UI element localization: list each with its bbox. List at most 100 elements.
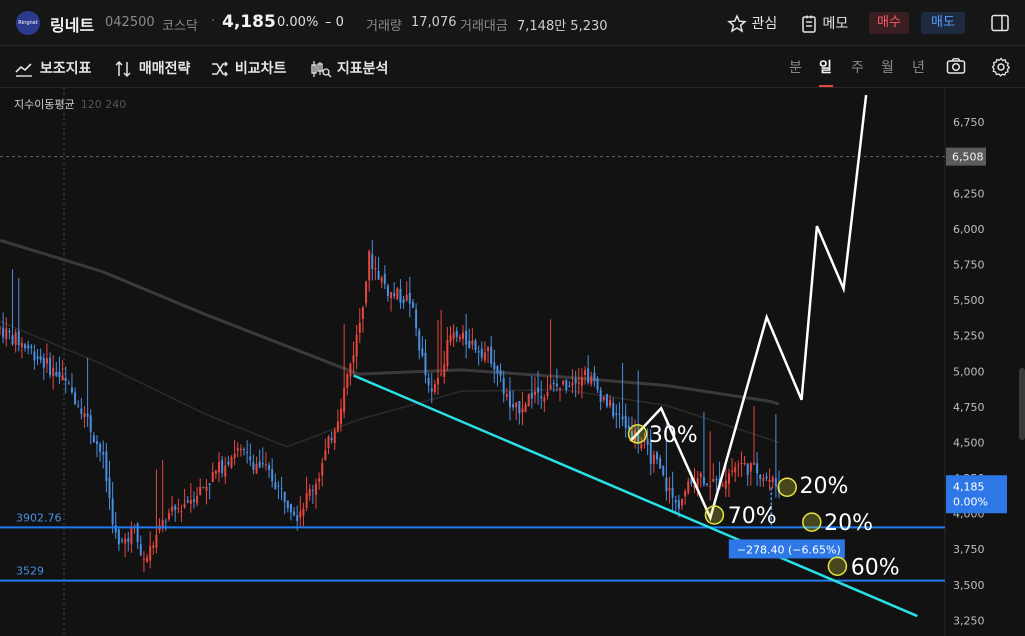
candle-body (89, 415, 92, 432)
candle-body (274, 482, 277, 490)
candle-body (690, 478, 693, 484)
watch-button[interactable]: 관심 (727, 13, 777, 34)
amount-value: 7,148만 5,230 (517, 19, 608, 34)
plot-background (0, 88, 1025, 636)
candle-body (255, 464, 258, 474)
sell-button[interactable]: 매도 (921, 12, 965, 34)
candle-body (571, 382, 574, 386)
candle-body (474, 340, 477, 350)
candle-body (652, 454, 655, 464)
candle-body (674, 500, 677, 503)
price-chart[interactable]: 6,7506,5006,2506,0005,7505,5005,2505,000… (0, 88, 1025, 636)
timeframe-month[interactable]: 월 (881, 60, 894, 76)
candle-body (49, 357, 52, 376)
ma-legend-name: 지수이동평균 (14, 98, 75, 111)
screenshot-button[interactable] (946, 57, 966, 79)
timeframe-minute[interactable]: 분 (789, 60, 802, 76)
candle-body (186, 500, 189, 503)
candle-body (268, 465, 271, 470)
candle-body (246, 451, 249, 454)
candle-body (687, 481, 690, 493)
candle-body (402, 299, 405, 304)
annotation-label: 30% (649, 423, 698, 448)
candle-body (230, 457, 233, 468)
candle-body (649, 442, 652, 465)
candle-body (336, 421, 339, 432)
shuffle-icon (212, 61, 228, 77)
candle-body (490, 346, 493, 364)
candle-body (318, 478, 321, 482)
candle-body (411, 302, 414, 308)
candle-body (299, 511, 302, 518)
candle-body (462, 332, 465, 339)
candlestick-chart[interactable]: 6,7506,5006,2506,0005,7505,5005,2505,000… (0, 88, 1025, 636)
candle-body (752, 462, 755, 465)
settings-button[interactable] (991, 57, 1011, 81)
candle-body (724, 480, 727, 489)
candle-body (621, 416, 624, 420)
candle-body (202, 486, 205, 488)
candle-body (142, 558, 145, 560)
candle-body (264, 464, 267, 466)
target-marker (704, 505, 725, 525)
candle-body (699, 473, 702, 478)
analysis-button[interactable]: 지표분석 (310, 58, 388, 78)
annotation-label: 60% (851, 555, 900, 580)
candle-body (436, 377, 439, 385)
candle-body (433, 384, 436, 393)
indicators-button[interactable]: 보조지표 (15, 58, 91, 78)
candle-body (311, 490, 314, 492)
timeframe-day[interactable]: 일 (819, 60, 832, 76)
chart-scrollbar[interactable] (1019, 368, 1025, 440)
candle-body (540, 396, 543, 399)
candle-body (740, 462, 743, 464)
candle-body (324, 450, 327, 461)
candle-body (289, 503, 292, 513)
buy-button[interactable]: 매수 (869, 12, 909, 34)
candle-body (30, 346, 33, 349)
candle-body (596, 378, 599, 390)
candle-body (221, 460, 224, 473)
candle-body (746, 463, 749, 475)
candle-body (164, 521, 167, 523)
compare-button[interactable]: 비교차트 (210, 58, 286, 78)
candle-body (580, 376, 583, 386)
candle-body (615, 413, 618, 415)
candle-body (305, 493, 308, 508)
measure-box (728, 539, 845, 559)
candle-body (386, 285, 389, 297)
layout-toggle-button[interactable] (990, 13, 1010, 37)
candle-body (499, 370, 502, 376)
volume-label: 거래량 (366, 19, 402, 34)
candle-body (58, 371, 61, 378)
candle-body (314, 483, 317, 495)
candle-body (171, 506, 174, 512)
current-price-label: 4,185 (953, 480, 985, 493)
gear-icon (991, 57, 1011, 77)
candle-body (702, 476, 705, 485)
candle-body (368, 251, 371, 281)
candle-body (477, 351, 480, 353)
candle-body (155, 534, 158, 548)
candle-body (659, 458, 662, 469)
candle-body (546, 391, 549, 396)
candle-body (302, 508, 305, 516)
y-tick-label: 5,750 (953, 258, 985, 271)
memo-button[interactable]: 메모 (800, 13, 848, 34)
timeframe-year[interactable]: 년 (912, 60, 925, 76)
candle-body (383, 274, 386, 284)
candle-body (224, 465, 227, 477)
candle-body (105, 451, 108, 482)
timeframe-week[interactable]: 주 (851, 60, 864, 76)
candle-body (280, 487, 283, 489)
candle-body (249, 456, 252, 461)
candle-body (731, 470, 734, 472)
chart-toolbar: 보조지표 매매전략 비교차트 지표분석 분 일 주 월 년 (0, 46, 1025, 88)
candle-body (64, 378, 67, 381)
candle-body (693, 484, 696, 488)
strategy-button[interactable]: 매매전략 (114, 58, 190, 78)
candle-body (77, 405, 80, 407)
candle-body (609, 399, 612, 407)
ma-line-120 (0, 238, 780, 406)
candle-body (737, 464, 740, 466)
